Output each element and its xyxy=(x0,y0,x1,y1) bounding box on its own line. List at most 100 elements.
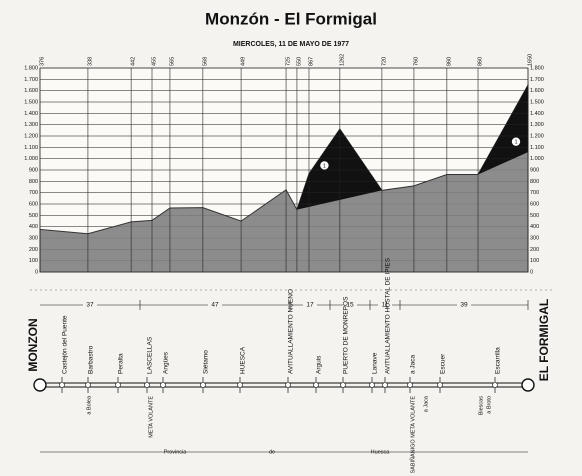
y-tick-label: 1.600 xyxy=(530,88,544,94)
town-label: Barbastro xyxy=(88,345,95,374)
province-label: Provincia xyxy=(164,449,188,455)
town-label: Arguis xyxy=(316,355,323,374)
climb-shade xyxy=(296,128,382,210)
segment-distance: 37 xyxy=(86,302,94,309)
altitude-label: 376 xyxy=(39,57,45,66)
town-dot xyxy=(160,382,166,388)
segment-label-bg xyxy=(343,300,357,310)
y-tick-label: 1.800 xyxy=(24,65,38,71)
segment-label-bg xyxy=(83,300,97,310)
climb-label: 1 xyxy=(323,163,326,169)
town-dot xyxy=(340,382,346,388)
end-circle xyxy=(521,378,535,392)
altitude-label: 860 xyxy=(477,57,483,66)
y-tick-label: 1.100 xyxy=(530,145,544,151)
segment-distance: 11 xyxy=(382,302,389,309)
town-dot xyxy=(407,382,413,388)
y-tick-label: 200 xyxy=(530,247,539,253)
segment-distance: 15 xyxy=(346,302,354,309)
y-tick-label: 1.100 xyxy=(24,145,38,151)
y-tick-label: 0 xyxy=(530,269,533,275)
altitude-label: 1650 xyxy=(527,54,533,66)
y-tick-label: 500 xyxy=(530,213,539,219)
y-tick-label: 800 xyxy=(530,179,539,185)
altitude-label: 860 xyxy=(446,57,452,66)
y-tick-label: 400 xyxy=(530,224,539,230)
town-label: Castejón del Puente xyxy=(62,315,69,374)
town-label: Angües xyxy=(163,351,170,374)
y-tick-label: 1.600 xyxy=(24,88,38,94)
altitude-label: 568 xyxy=(202,57,208,66)
province-label: de xyxy=(269,449,275,455)
end-label: EL FORMIGAL xyxy=(537,299,551,381)
y-tick-label: 1.200 xyxy=(24,133,38,139)
town-below-label: Biescas xyxy=(478,396,484,416)
altitude-label: 550 xyxy=(296,57,302,66)
town-below-label: a Jaca xyxy=(423,395,429,412)
y-tick-label: 100 xyxy=(530,258,539,264)
y-tick-label: 1.700 xyxy=(530,77,544,83)
y-tick-label: 200 xyxy=(29,247,38,253)
province-label: Huesca xyxy=(371,449,391,455)
y-tick-label: 1.200 xyxy=(530,133,544,139)
y-tick-label: 700 xyxy=(530,190,539,196)
y-tick-label: 300 xyxy=(530,235,539,241)
town-label: AVITUALLAMIENTO NUENO xyxy=(288,289,295,374)
y-tick-label: 1.700 xyxy=(24,77,38,83)
y-tick-label: 1.800 xyxy=(530,65,544,71)
segment-distance: 47 xyxy=(211,302,219,309)
start-label: MONZON xyxy=(26,318,40,371)
town-label: PUERTO DE MONREPOS xyxy=(343,296,350,374)
altitude-label: 449 xyxy=(241,57,247,66)
y-tick-label: 1.500 xyxy=(24,99,38,105)
town-dot xyxy=(369,382,375,388)
altitude-label: 867 xyxy=(308,57,314,66)
start-circle xyxy=(33,378,47,392)
climb-marker xyxy=(511,136,521,147)
town-dot xyxy=(492,382,498,388)
altitude-label: 1262 xyxy=(339,54,345,66)
y-tick-label: 1.000 xyxy=(530,156,544,162)
town-dot xyxy=(237,382,243,388)
town-dot xyxy=(115,382,121,388)
altitude-label: 565 xyxy=(169,57,175,66)
y-tick-label: 1.400 xyxy=(24,111,38,117)
y-tick-label: 1.500 xyxy=(530,99,544,105)
y-tick-label: 700 xyxy=(29,190,38,196)
segment-label-bg xyxy=(208,300,222,310)
segment-label-bg xyxy=(457,300,471,310)
climb-label: 1 xyxy=(514,140,517,146)
town-label: AVITUALLAMIENTO HOSTAL DE IPIES xyxy=(385,257,392,374)
town-below-label: a Broto xyxy=(486,396,492,414)
town-dot xyxy=(313,382,319,388)
y-tick-label: 0 xyxy=(35,269,38,275)
y-tick-label: 900 xyxy=(530,167,539,173)
y-tick-label: 500 xyxy=(29,213,38,219)
town-below-label: SABIÑANIGO META VOLANTE xyxy=(409,396,416,474)
y-tick-label: 100 xyxy=(29,258,38,264)
y-tick-label: 400 xyxy=(29,224,38,230)
town-label: Escarrilla xyxy=(495,347,502,374)
climb-shade xyxy=(478,85,528,175)
town-label: LASCELLAS xyxy=(147,336,154,374)
segment-label-bg xyxy=(378,300,392,310)
town-dot xyxy=(59,382,65,388)
altitude-label: 720 xyxy=(381,57,387,66)
y-tick-label: 300 xyxy=(29,235,38,241)
altitude-label: 760 xyxy=(413,57,419,66)
y-tick-label: 900 xyxy=(29,167,38,173)
town-below-label: META VOLANTE xyxy=(148,396,154,438)
town-label: Escuer xyxy=(440,353,447,374)
town-label: Lanave xyxy=(372,352,379,374)
town-dot xyxy=(200,382,206,388)
altitude-label: 455 xyxy=(151,57,157,66)
town-dot xyxy=(85,382,91,388)
altitude-label: 725 xyxy=(286,57,292,66)
altitude-label: 338 xyxy=(87,57,93,66)
segment-distance: 39 xyxy=(460,302,468,309)
town-label: Siétamo xyxy=(203,350,210,374)
y-tick-label: 1.400 xyxy=(530,111,544,117)
town-dot xyxy=(437,382,443,388)
town-dot xyxy=(285,382,291,388)
